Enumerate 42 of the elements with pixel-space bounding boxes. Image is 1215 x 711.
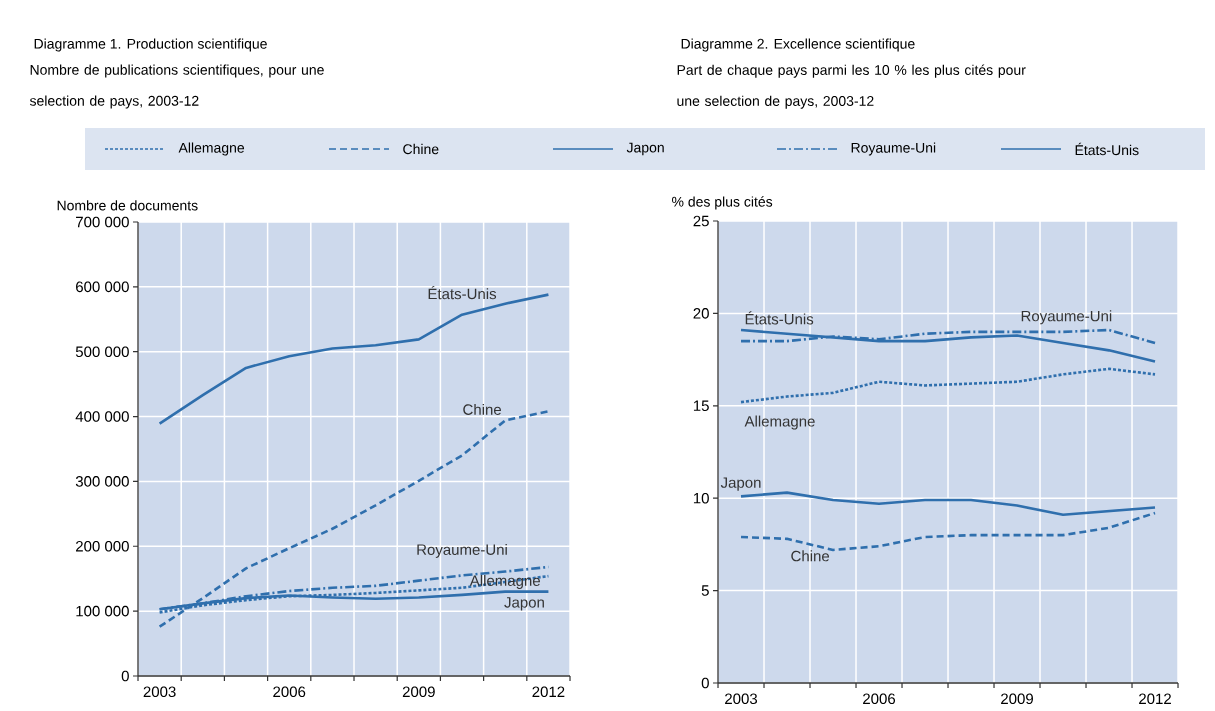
text: États-Unis bbox=[428, 286, 497, 300]
y-tick-label: 100 000 bbox=[76, 605, 129, 617]
legend-label: Chine bbox=[403, 143, 439, 155]
text: Part de chaque pays parmi les 10 % les plus cités pour une selection de pays, 2003-12 bbox=[677, 64, 1026, 109]
y-tick-label: 200 000 bbox=[76, 540, 129, 552]
x-tick-label: 2012 bbox=[1139, 693, 1171, 705]
x-tick-label: 2003 bbox=[143, 686, 176, 698]
y-tick-label: 300 000 bbox=[75, 476, 129, 487]
legend-label: États-Unis bbox=[1075, 142, 1139, 156]
series-label: Japon bbox=[720, 477, 761, 491]
series-label: Allemagne bbox=[744, 415, 815, 430]
y-tick-label: 5 bbox=[701, 585, 709, 596]
text: Nombre de publications scientifiques, pour une selection de pays, 2003-12 bbox=[29, 64, 324, 109]
y-tick-label: 0 bbox=[701, 677, 709, 689]
x-tick-label: 2009 bbox=[402, 686, 435, 698]
y-tick-label: 15 bbox=[693, 400, 709, 412]
legend-label: Royaume-Uni bbox=[851, 142, 936, 156]
y-tick-label: 500 000 bbox=[75, 346, 129, 357]
x-tick-label: 2012 bbox=[532, 686, 565, 698]
x-tick-label: 2003 bbox=[725, 693, 758, 705]
text: Japon bbox=[504, 597, 544, 611]
x-tick-label: 2009 bbox=[1001, 693, 1033, 705]
y-tick-label: 400 000 bbox=[75, 411, 129, 422]
series-label: Royaume-Uni bbox=[1021, 310, 1112, 325]
x-tick-label: 2006 bbox=[273, 686, 306, 698]
x-tick-label: 2006 bbox=[863, 693, 896, 705]
legend-label: Japon bbox=[626, 142, 664, 156]
y-axis-title: Nombre de documents bbox=[57, 200, 198, 211]
chart-title: Diagramme 1. Production scientifique bbox=[34, 38, 267, 52]
legend-label: Allemagne bbox=[178, 142, 245, 156]
y-tick-label: 25 bbox=[693, 215, 709, 227]
y-axis-title: % des plus cités bbox=[672, 196, 773, 210]
text: Royaume-Uni bbox=[417, 543, 507, 558]
text: Chine bbox=[463, 403, 502, 415]
y-tick-label: 0 bbox=[121, 670, 129, 682]
chart-title: Diagramme 2. Excellence scientifique bbox=[681, 38, 915, 52]
y-tick-label: 700 000 bbox=[76, 216, 129, 228]
series-label: États-Unis bbox=[745, 311, 814, 325]
y-tick-label: 10 bbox=[693, 492, 709, 504]
series-label: Chine bbox=[791, 550, 830, 562]
y-tick-label: 600 000 bbox=[76, 281, 129, 293]
y-tick-label: 20 bbox=[693, 308, 709, 319]
